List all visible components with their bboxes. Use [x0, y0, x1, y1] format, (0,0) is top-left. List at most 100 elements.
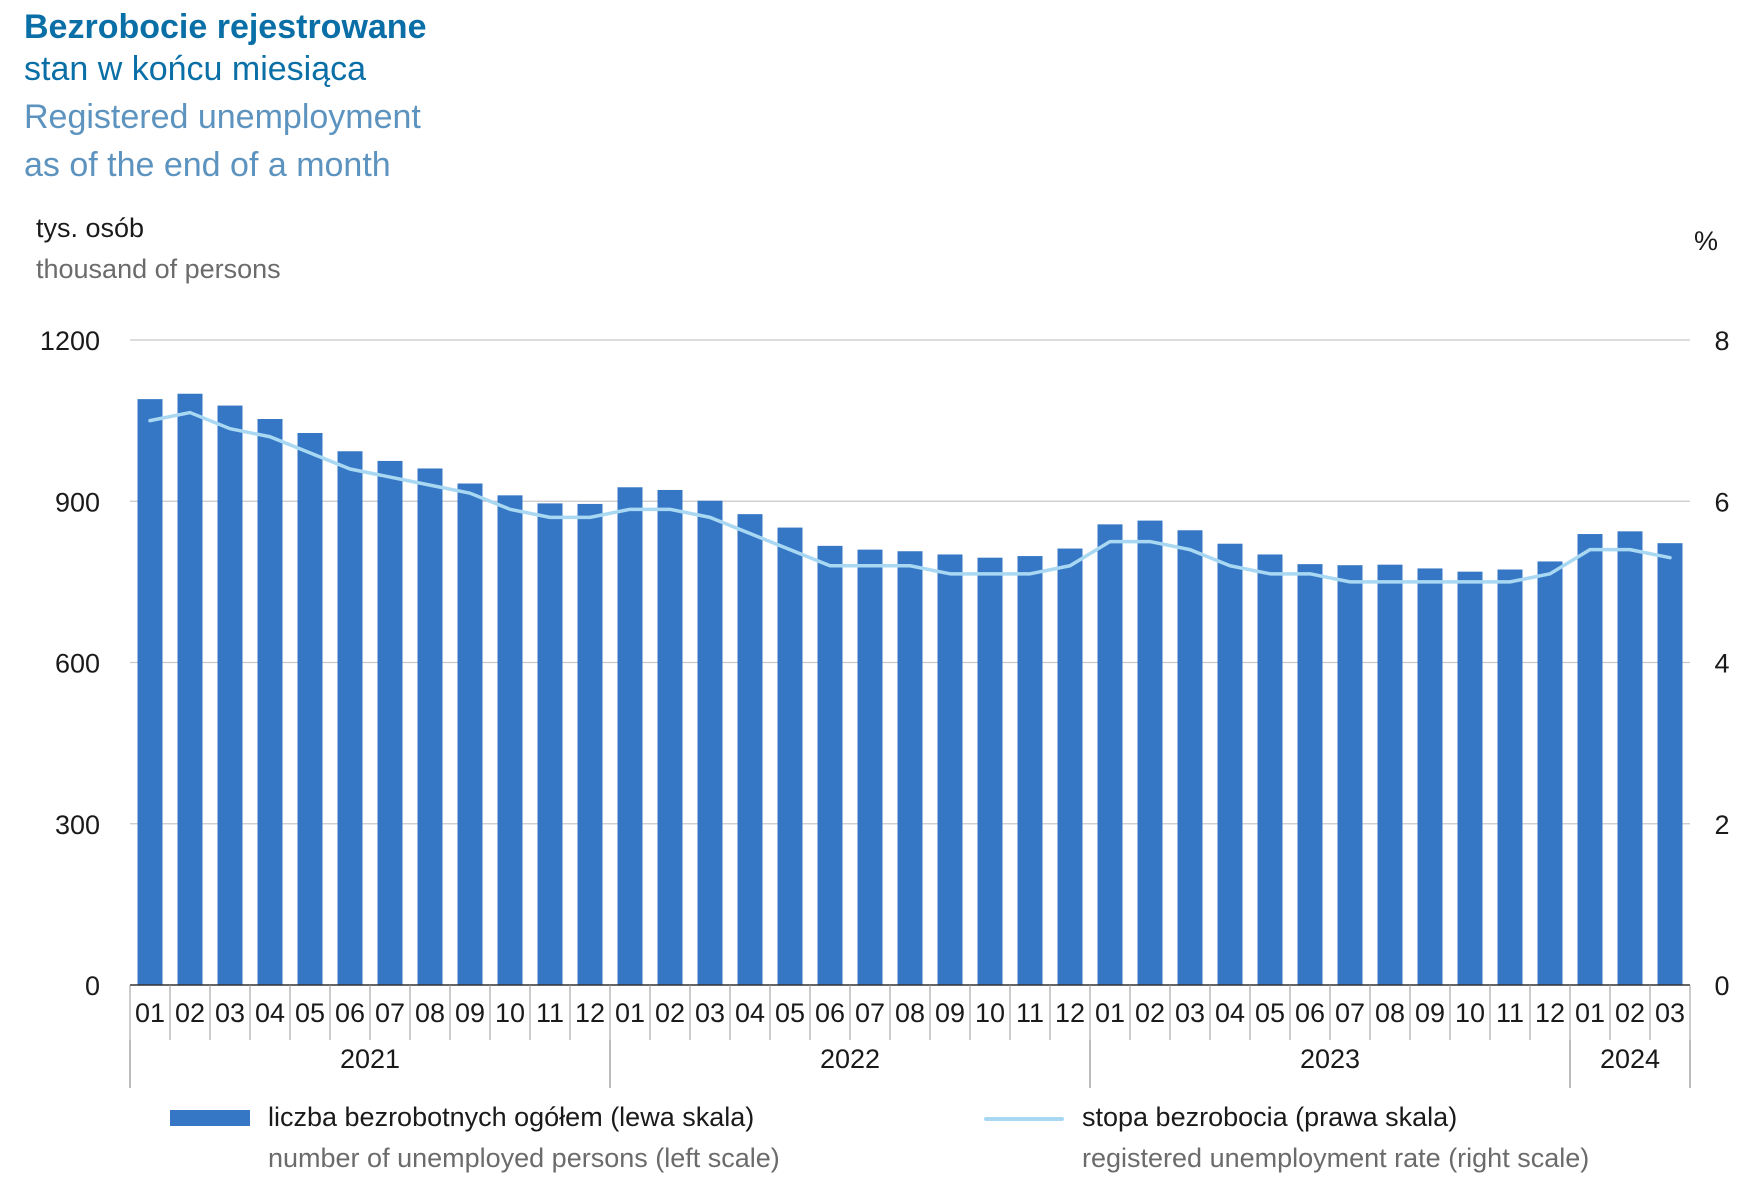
month-tick-label: 05	[1255, 998, 1285, 1028]
bar	[1537, 561, 1563, 985]
left-axis-tick-label: 900	[55, 487, 100, 517]
right-axis-tick-label: 4	[1714, 649, 1729, 679]
bar	[1577, 534, 1603, 985]
left-axis-unit-pl: tys. osób	[36, 213, 145, 243]
month-tick-label: 01	[615, 998, 645, 1028]
bar	[377, 460, 403, 985]
bar	[1097, 524, 1123, 985]
month-tick-label: 04	[1215, 998, 1245, 1028]
month-tick-label: 09	[935, 998, 965, 1028]
month-tick-label: 11	[536, 998, 564, 1028]
legend-bar-swatch	[170, 1110, 250, 1126]
left-axis-tick-label: 0	[85, 971, 100, 1001]
bar	[417, 468, 443, 985]
bar	[1177, 530, 1203, 985]
month-tick-label: 09	[455, 998, 485, 1028]
bar	[257, 419, 283, 985]
bar	[1257, 554, 1283, 985]
month-tick-label: 06	[1295, 998, 1325, 1028]
month-tick-label: 01	[135, 998, 165, 1028]
bar	[697, 500, 723, 985]
month-tick-label: 02	[1135, 998, 1165, 1028]
bar	[817, 545, 843, 985]
month-tick-label: 07	[375, 998, 405, 1028]
year-label: 2023	[1300, 1044, 1360, 1074]
right-axis-tick-label: 0	[1714, 971, 1729, 1001]
bar	[1217, 543, 1243, 985]
month-tick-label: 06	[335, 998, 365, 1028]
month-tick-label: 08	[1375, 998, 1405, 1028]
bar	[777, 527, 803, 985]
month-tick-label: 07	[1335, 998, 1365, 1028]
bar	[297, 432, 323, 985]
legend-line-label-pl: stopa bezrobocia (prawa skala)	[1082, 1102, 1458, 1132]
legend-bars-label-en: number of unemployed persons (left scale…	[268, 1143, 780, 1173]
month-tick-label: 05	[295, 998, 325, 1028]
chart-title-pl: Bezrobocie rejestrowane	[24, 8, 427, 46]
month-tick-label: 03	[215, 998, 245, 1028]
bar	[1337, 565, 1363, 985]
month-tick-label: 10	[1455, 998, 1485, 1028]
bar	[577, 503, 603, 985]
chart-subtitle-pl: stan w końcu miesiąca	[24, 50, 367, 88]
month-tick-label: 11	[1496, 998, 1524, 1028]
legend-line-swatch	[984, 1117, 1064, 1121]
month-tick-label: 02	[175, 998, 205, 1028]
month-tick-label: 12	[1535, 998, 1565, 1028]
month-tick-label: 10	[975, 998, 1005, 1028]
bar	[897, 551, 923, 985]
bar	[1057, 548, 1083, 985]
bar	[217, 405, 243, 985]
bar	[177, 393, 203, 985]
month-tick-label: 05	[775, 998, 805, 1028]
bar	[657, 489, 683, 985]
month-tick-label: 01	[1575, 998, 1605, 1028]
year-label: 2022	[820, 1044, 880, 1074]
month-tick-label: 08	[895, 998, 925, 1028]
bar	[617, 487, 643, 985]
month-tick-label: 04	[255, 998, 285, 1028]
year-label: 2021	[340, 1044, 400, 1074]
bar	[857, 549, 883, 985]
bar	[1457, 571, 1483, 985]
month-tick-label: 12	[1055, 998, 1085, 1028]
bar	[337, 451, 363, 985]
chart-subtitle-en: as of the end of a month	[24, 146, 391, 184]
bar	[1617, 531, 1643, 985]
left-axis-tick-label: 1200	[40, 326, 100, 356]
left-axis-unit-en: thousand of persons	[36, 254, 281, 284]
month-tick-label: 11	[1016, 998, 1044, 1028]
bar	[977, 557, 1003, 985]
month-tick-label: 02	[655, 998, 685, 1028]
bar	[1297, 564, 1323, 985]
month-tick-label: 12	[575, 998, 605, 1028]
bar	[497, 495, 523, 985]
month-tick-label: 10	[495, 998, 525, 1028]
chart-title-en: Registered unemployment	[24, 98, 421, 136]
bar	[1137, 520, 1163, 985]
right-axis-unit: %	[1694, 226, 1719, 256]
bar	[1417, 568, 1443, 985]
rate-line	[148, 410, 1672, 584]
left-axis-tick-label: 600	[55, 649, 100, 679]
bar	[1017, 556, 1043, 985]
month-tick-label: 08	[415, 998, 445, 1028]
month-tick-label: 03	[1175, 998, 1205, 1028]
year-label: 2024	[1600, 1044, 1660, 1074]
month-tick-label: 04	[735, 998, 765, 1028]
right-axis-tick-label: 6	[1714, 487, 1729, 517]
month-tick-label: 02	[1615, 998, 1645, 1028]
bar	[1377, 564, 1403, 985]
month-tick-label: 03	[695, 998, 725, 1028]
month-tick-label: 09	[1415, 998, 1445, 1028]
bar	[737, 514, 763, 985]
bar	[537, 503, 563, 985]
bar	[137, 399, 163, 985]
right-axis-tick-label: 8	[1714, 326, 1729, 356]
right-axis-tick-label: 2	[1714, 810, 1729, 840]
month-tick-label: 06	[815, 998, 845, 1028]
legend-bars-label-pl: liczba bezrobotnych ogółem (lewa skala)	[268, 1102, 755, 1132]
bar	[1497, 569, 1523, 985]
left-axis-tick-label: 300	[55, 810, 100, 840]
bar	[457, 483, 483, 985]
